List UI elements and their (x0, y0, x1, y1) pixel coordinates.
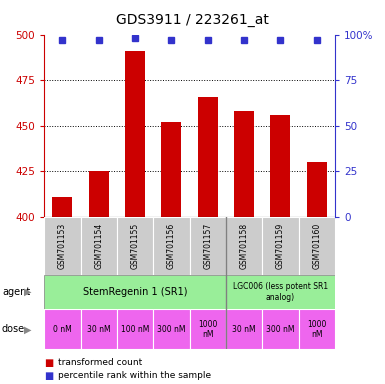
Bar (198, 97, 218, 217)
Bar (190, 309, 226, 349)
Bar (161, 122, 181, 217)
Bar (153, 217, 189, 275)
Bar (270, 115, 290, 217)
Text: 1000
nM: 1000 nM (198, 319, 218, 339)
Text: StemRegenin 1 (SR1): StemRegenin 1 (SR1) (83, 287, 187, 297)
Bar (226, 309, 262, 349)
Text: GSM701158: GSM701158 (239, 223, 249, 269)
Text: 1000
nM: 1000 nM (307, 319, 326, 339)
Text: GSM701157: GSM701157 (203, 223, 212, 269)
Text: GSM701160: GSM701160 (312, 223, 321, 269)
Text: agent: agent (2, 287, 30, 297)
Bar (117, 217, 153, 275)
Bar (307, 162, 327, 217)
Text: GSM701156: GSM701156 (167, 223, 176, 269)
Text: ■: ■ (44, 371, 54, 381)
Bar (153, 309, 189, 349)
Bar (226, 275, 335, 309)
Text: 300 nM: 300 nM (157, 325, 186, 334)
Text: GSM701159: GSM701159 (276, 223, 285, 269)
Text: LGC006 (less potent SR1
analog): LGC006 (less potent SR1 analog) (233, 282, 328, 301)
Bar (262, 309, 299, 349)
Bar (44, 309, 80, 349)
Text: GSM701154: GSM701154 (94, 223, 103, 269)
Bar (299, 217, 335, 275)
Text: dose: dose (2, 324, 25, 334)
Text: 30 nM: 30 nM (87, 325, 110, 334)
Text: transformed count: transformed count (58, 358, 142, 367)
Bar (80, 309, 117, 349)
Text: percentile rank within the sample: percentile rank within the sample (58, 371, 211, 380)
Text: GSM701155: GSM701155 (131, 223, 140, 269)
Bar (44, 275, 226, 309)
Text: 300 nM: 300 nM (266, 325, 295, 334)
Bar (117, 309, 153, 349)
Text: GDS3911 / 223261_at: GDS3911 / 223261_at (116, 13, 269, 27)
Text: ▶: ▶ (24, 324, 32, 334)
Bar (190, 217, 226, 275)
Bar (44, 217, 80, 275)
Text: 100 nM: 100 nM (121, 325, 149, 334)
Bar (234, 111, 254, 217)
Bar (52, 197, 72, 217)
Bar (80, 217, 117, 275)
Bar (89, 171, 109, 217)
Bar (299, 309, 335, 349)
Bar (262, 217, 299, 275)
Bar (125, 51, 145, 217)
Bar (226, 217, 262, 275)
Text: GSM701153: GSM701153 (58, 223, 67, 269)
Text: 0 nM: 0 nM (53, 325, 72, 334)
Text: ▶: ▶ (24, 287, 32, 297)
Text: 30 nM: 30 nM (232, 325, 256, 334)
Text: ■: ■ (44, 358, 54, 368)
